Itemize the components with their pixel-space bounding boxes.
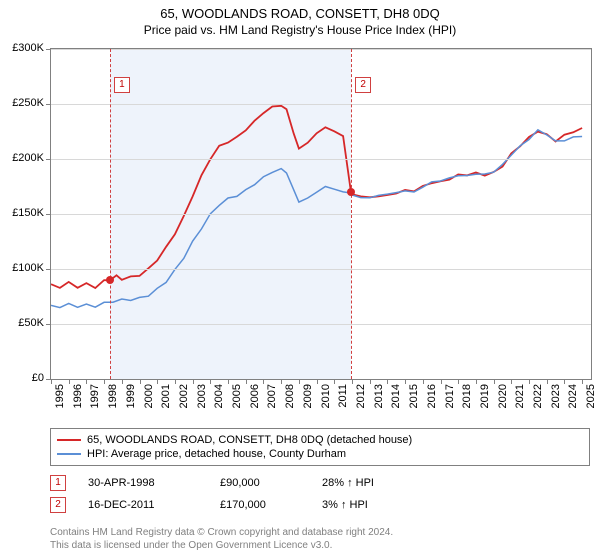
sale-point xyxy=(347,188,355,196)
sale-hpi: 28% ↑ HPI xyxy=(322,477,374,489)
sale-price: £90,000 xyxy=(220,477,300,489)
sale-price: £170,000 xyxy=(220,499,300,511)
legend-swatch xyxy=(57,439,81,441)
x-tick-label: 2023 xyxy=(550,384,562,408)
chart-legend: 65, WOODLANDS ROAD, CONSETT, DH8 0DQ (de… xyxy=(50,428,590,466)
x-tick-label: 2019 xyxy=(479,384,491,408)
y-tick-label: £50K xyxy=(18,317,44,329)
y-tick-label: £250K xyxy=(12,97,44,109)
y-tick-label: £100K xyxy=(12,262,44,274)
series-property xyxy=(51,106,582,288)
x-tick-label: 2004 xyxy=(213,384,225,408)
y-axis-labels: £0£50K£100K£150K£200K£250K£300K xyxy=(0,48,46,378)
x-tick-label: 1998 xyxy=(107,384,119,408)
marker-line xyxy=(110,49,111,379)
marker-label: 1 xyxy=(114,77,130,93)
y-tick-label: £150K xyxy=(12,207,44,219)
x-tick-label: 2012 xyxy=(355,384,367,408)
x-tick-label: 2002 xyxy=(178,384,190,408)
chart-plot-area: 12 xyxy=(50,48,592,380)
x-tick-label: 2008 xyxy=(284,384,296,408)
x-tick-label: 2001 xyxy=(160,384,172,408)
chart-subtitle: Price paid vs. HM Land Registry's House … xyxy=(0,21,600,41)
footer-line-2: This data is licensed under the Open Gov… xyxy=(50,539,590,552)
chart-title: 65, WOODLANDS ROAD, CONSETT, DH8 0DQ xyxy=(0,0,600,21)
x-tick-label: 2007 xyxy=(266,384,278,408)
x-tick-label: 2021 xyxy=(514,384,526,408)
legend-item: HPI: Average price, detached house, Coun… xyxy=(57,447,583,461)
sale-marker: 2 xyxy=(50,497,66,513)
x-tick-label: 2013 xyxy=(373,384,385,408)
x-tick-label: 2025 xyxy=(585,384,597,408)
sale-records: 1 30-APR-1998 £90,000 28% ↑ HPI 2 16-DEC-2011… xyxy=(50,472,590,516)
footer-line-1: Contains HM Land Registry data © Crown c… xyxy=(50,526,590,539)
x-tick-label: 2011 xyxy=(337,384,349,408)
x-tick-label: 1999 xyxy=(125,384,137,408)
x-tick-label: 2005 xyxy=(231,384,243,408)
sale-marker: 1 xyxy=(50,475,66,491)
sale-row: 1 30-APR-1998 £90,000 28% ↑ HPI xyxy=(50,472,590,494)
x-axis-labels: 1995 1996 1997 1998 1999 2000 2001 2002 2003 2004… xyxy=(50,380,590,428)
legend-swatch xyxy=(57,453,81,455)
x-tick-label: 1995 xyxy=(54,384,66,408)
legend-label: HPI: Average price, detached house, Coun… xyxy=(87,448,346,460)
marker-label: 2 xyxy=(355,77,371,93)
y-tick-label: £200K xyxy=(12,152,44,164)
y-tick-label: £300K xyxy=(12,42,44,54)
x-tick-label: 2016 xyxy=(426,384,438,408)
x-tick-label: 2017 xyxy=(444,384,456,408)
sale-hpi: 3% ↑ HPI xyxy=(322,499,368,511)
series-hpi xyxy=(51,130,582,308)
legend-label: 65, WOODLANDS ROAD, CONSETT, DH8 0DQ (de… xyxy=(87,434,412,446)
chart-footer: Contains HM Land Registry data © Crown c… xyxy=(50,526,590,552)
x-tick-label: 2022 xyxy=(532,384,544,408)
x-tick-label: 2000 xyxy=(143,384,155,408)
x-tick-label: 2010 xyxy=(320,384,332,408)
marker-line xyxy=(351,49,352,379)
sale-date: 30-APR-1998 xyxy=(88,477,198,489)
x-tick-label: 2020 xyxy=(497,384,509,408)
sale-point xyxy=(106,276,114,284)
x-tick-label: 1997 xyxy=(89,384,101,408)
x-tick-label: 2003 xyxy=(196,384,208,408)
x-tick-label: 1996 xyxy=(72,384,84,408)
sale-date: 16-DEC-2011 xyxy=(88,499,198,511)
x-tick-label: 2024 xyxy=(567,384,579,408)
legend-item: 65, WOODLANDS ROAD, CONSETT, DH8 0DQ (de… xyxy=(57,433,583,447)
x-tick-label: 2014 xyxy=(390,384,402,408)
sale-row: 2 16-DEC-2011 £170,000 3% ↑ HPI xyxy=(50,494,590,516)
y-tick-label: £0 xyxy=(32,372,44,384)
x-tick-label: 2015 xyxy=(408,384,420,408)
x-tick-label: 2018 xyxy=(461,384,473,408)
x-tick-label: 2009 xyxy=(302,384,314,408)
x-tick-label: 2006 xyxy=(249,384,261,408)
